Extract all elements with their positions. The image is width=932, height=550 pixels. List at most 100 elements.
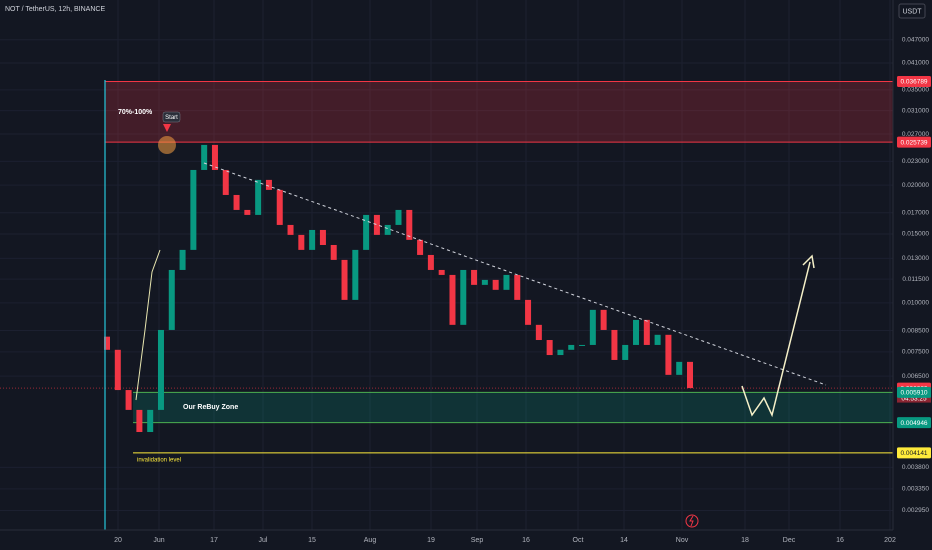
- candle-body: [503, 274, 510, 290]
- candle-body: [514, 274, 521, 300]
- start-box: [162, 111, 181, 123]
- x-tick-label: 15: [308, 537, 316, 544]
- candle-body: [309, 229, 316, 250]
- candle-body: [179, 249, 186, 270]
- candle-body: [492, 279, 499, 290]
- price-label-box: [897, 136, 931, 148]
- candle-body: [104, 336, 110, 350]
- x-tick-label: Sep: [471, 537, 484, 544]
- candle-body: [330, 244, 337, 260]
- candle-body: [147, 409, 154, 433]
- candle-body: [633, 319, 640, 345]
- y-tick-label: 0.006500: [902, 373, 929, 380]
- price-label-box: [897, 75, 931, 87]
- y-tick-label: 0.031000: [902, 107, 929, 114]
- candle-body: [579, 344, 586, 346]
- candle-body: [373, 214, 380, 235]
- y-tick-label: 0.023000: [902, 158, 929, 165]
- candle-body: [114, 349, 121, 391]
- x-tick-label: 18: [741, 537, 749, 544]
- x-tick-label: Jul: [259, 537, 268, 544]
- candle-body: [222, 169, 229, 195]
- y-tick-label: 0.002950: [902, 507, 929, 514]
- candle-body: [438, 269, 445, 275]
- y-tick-label: 0.020000: [902, 182, 929, 189]
- candle-body: [676, 361, 683, 375]
- candle-body: [298, 234, 305, 250]
- candle-body: [600, 309, 607, 330]
- candle-body: [265, 179, 272, 190]
- y-tick-label: 0.035000: [902, 87, 929, 94]
- price-label-box: [897, 447, 931, 459]
- candle-body: [255, 179, 262, 215]
- price-label: 0.004141: [900, 450, 927, 457]
- y-tick-label: 0.007500: [902, 349, 929, 356]
- y-tick-label: 0.003800: [902, 464, 929, 471]
- chart-title: NOT / TetherUS, 12h, BINANCE: [5, 6, 105, 13]
- candle-body: [546, 340, 553, 356]
- price-label-box: [897, 417, 931, 429]
- y-tick-label: 0.027000: [902, 131, 929, 138]
- candle-body: [471, 269, 478, 285]
- invalidation-label: invalidation level: [137, 458, 181, 464]
- price-label: 0.025739: [900, 139, 927, 146]
- x-tick-label: 17: [210, 537, 218, 544]
- x-tick-label: 20: [114, 537, 122, 544]
- event-bolt: [689, 515, 694, 527]
- candle-body: [611, 329, 618, 360]
- candle-body: [319, 229, 326, 245]
- candle-body: [406, 209, 413, 240]
- candle-body: [417, 239, 424, 255]
- candle-body: [460, 269, 467, 325]
- start-arrow: [163, 124, 171, 132]
- candle-body: [287, 224, 294, 235]
- price-axis: [893, 0, 932, 550]
- candle-body: [481, 279, 488, 285]
- candle-body: [276, 189, 283, 225]
- trend-line: [203, 162, 827, 386]
- y-tick-label: 0.047000: [902, 37, 929, 44]
- currency-label: USDT: [902, 8, 922, 15]
- x-tick-label: Oct: [573, 537, 584, 544]
- y-tick-label: 0.008500: [902, 327, 929, 334]
- x-tick-label: 19: [427, 537, 435, 544]
- start-circle: [158, 136, 176, 154]
- candle-body: [125, 390, 132, 410]
- candle-body: [233, 194, 240, 210]
- y-tick-label: 0.011500: [902, 276, 929, 283]
- zones: [0, 80, 893, 454]
- candle-body: [535, 324, 542, 341]
- x-tick-label: 14: [620, 537, 628, 544]
- y-tick-label: 0.013000: [902, 255, 929, 262]
- price-label: 0.036789: [900, 79, 927, 86]
- candle-body: [157, 329, 164, 410]
- price-label: 0.005910: [900, 390, 927, 397]
- candle-body: [654, 334, 661, 345]
- y-tick-label: 0.015000: [902, 231, 929, 238]
- candle-body: [384, 224, 391, 235]
- candle-body: [136, 409, 143, 433]
- currency-box[interactable]: [898, 3, 926, 19]
- x-tick-label: 16: [836, 537, 844, 544]
- y-tick-label: 0.003350: [902, 486, 929, 493]
- candle-body: [568, 344, 575, 350]
- candle-body: [352, 249, 359, 300]
- candle-body: [589, 309, 596, 345]
- trend-sketch: [135, 249, 161, 401]
- candle-body: [687, 361, 693, 389]
- candle-body: [363, 214, 370, 250]
- rebuy-zone: [133, 392, 893, 423]
- candle-body: [395, 209, 402, 225]
- projection-arrow: [741, 261, 811, 418]
- candles: [104, 144, 693, 433]
- x-tick-label: 202: [884, 537, 896, 544]
- countdown-label: 04:53:25: [901, 395, 927, 402]
- candle-body: [190, 169, 197, 250]
- candle-body: [665, 334, 672, 375]
- rebuy-label: Our ReBuy Zone: [183, 404, 238, 411]
- price-label: 0.004946: [900, 420, 927, 427]
- candle-body: [427, 254, 434, 270]
- x-tick-label: Nov: [676, 537, 689, 544]
- arrow-head: [802, 254, 815, 269]
